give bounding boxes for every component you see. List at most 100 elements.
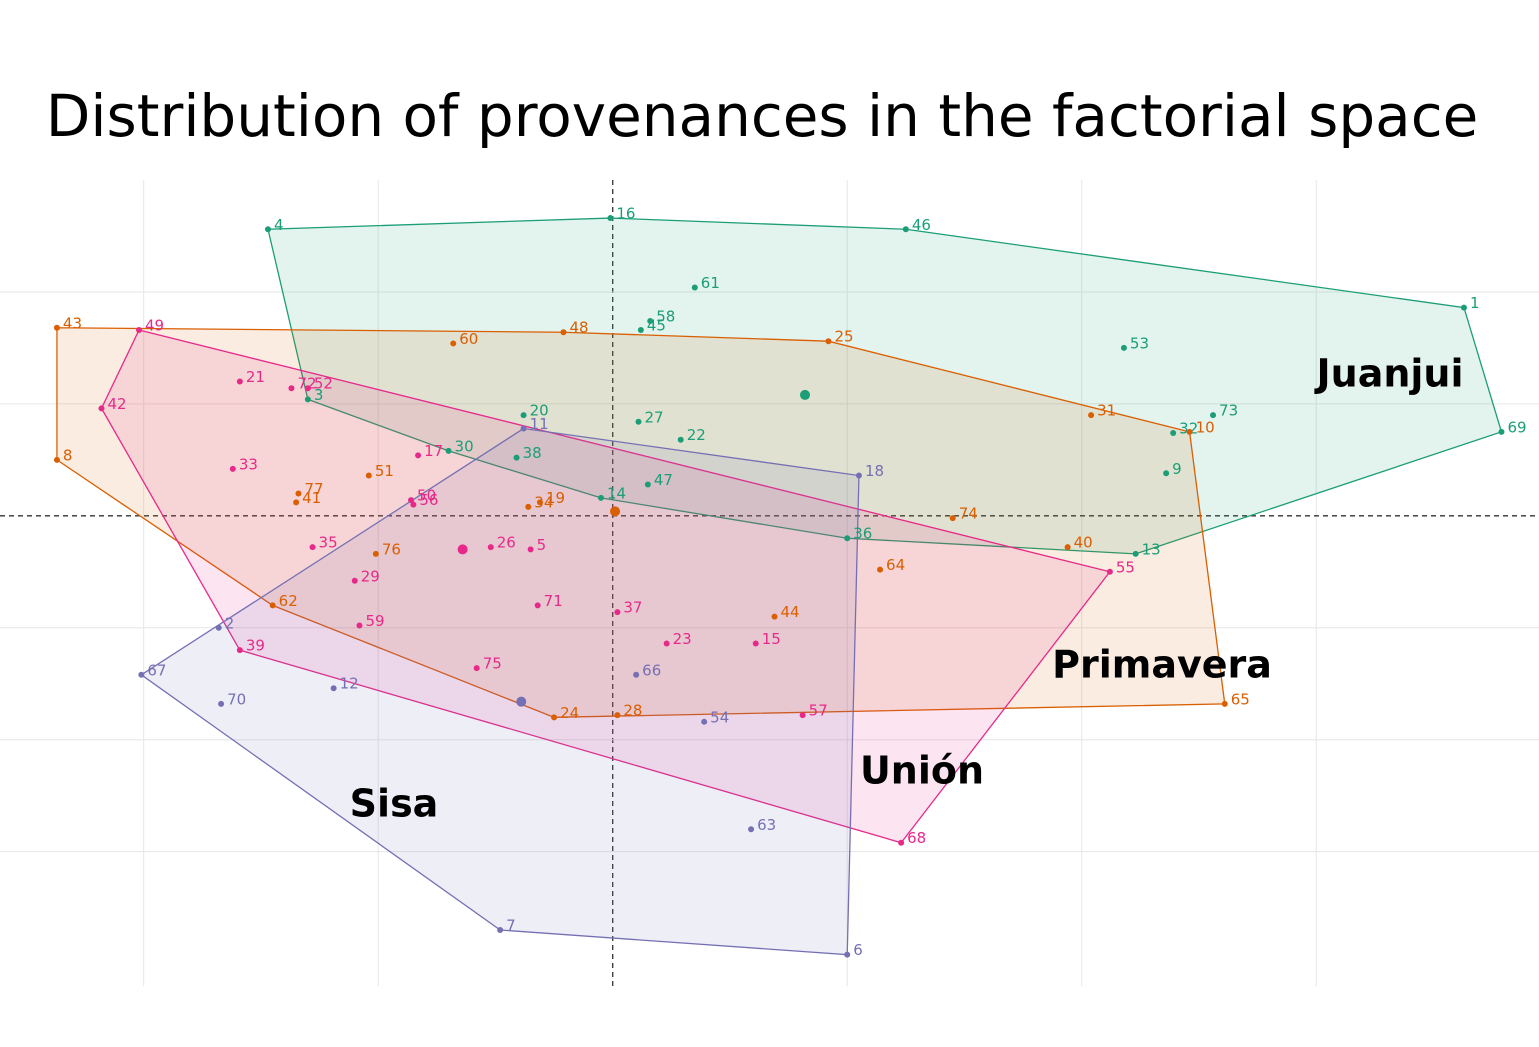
point (607, 215, 614, 222)
point-label: 11 (530, 415, 549, 433)
point-label: 65 (1231, 690, 1250, 708)
point (98, 405, 105, 412)
point-label: 9 (1172, 460, 1182, 478)
point-label: 36 (853, 525, 872, 543)
centroid (516, 696, 527, 707)
point-label: 42 (107, 395, 126, 413)
point (855, 472, 862, 479)
point-label: 19 (546, 489, 565, 507)
point (1106, 568, 1113, 575)
point-label: 24 (560, 704, 579, 722)
point-label: 64 (886, 556, 905, 574)
point-label: 26 (497, 534, 516, 552)
point (663, 640, 670, 647)
point-label: 76 (382, 540, 401, 558)
point (415, 452, 422, 459)
point-label: 57 (809, 702, 828, 720)
point-label: 35 (319, 534, 338, 552)
point-label: 22 (687, 426, 706, 444)
point (614, 712, 621, 719)
point (844, 951, 851, 958)
point-label: 8 (63, 446, 73, 464)
point-label: 31 (1097, 402, 1116, 420)
point (236, 378, 243, 385)
point-label: 14 (607, 484, 626, 502)
point (1221, 700, 1228, 707)
point-label: 59 (365, 612, 384, 630)
point (691, 284, 698, 291)
point-label: 7 (506, 917, 516, 935)
point (1498, 428, 1505, 435)
point-label: 25 (834, 328, 853, 346)
point-label: 52 (314, 375, 333, 393)
point-label: 75 (483, 655, 502, 673)
point (748, 826, 755, 833)
point (1170, 429, 1177, 436)
point (701, 718, 708, 725)
point (771, 613, 778, 620)
point-label: 46 (912, 216, 931, 234)
point-label: 44 (781, 603, 800, 621)
point-label: 2 (225, 614, 235, 632)
point (264, 226, 271, 233)
point-label: 51 (375, 462, 394, 480)
point-label: 69 (1507, 418, 1526, 436)
point-label: 16 (616, 205, 635, 223)
point (644, 481, 651, 488)
point (309, 544, 316, 551)
group-label: Unión (860, 749, 984, 793)
point (136, 327, 143, 334)
point (898, 839, 905, 846)
point-label: 32 (1179, 419, 1198, 437)
hull (140, 427, 860, 956)
centroid (800, 389, 811, 400)
centroid (457, 544, 468, 555)
point (752, 640, 759, 647)
point (410, 501, 417, 508)
point (1163, 470, 1170, 477)
point (1186, 428, 1193, 435)
point-label: 27 (645, 408, 664, 426)
point (138, 671, 145, 678)
point-label: 49 (145, 317, 164, 335)
group-label: Primavera (1052, 643, 1272, 687)
point (799, 712, 806, 719)
point (597, 494, 604, 501)
point (520, 412, 527, 419)
point-label: 70 (227, 690, 246, 708)
point (1132, 550, 1139, 557)
point-label: 43 (63, 314, 82, 332)
point (236, 647, 243, 654)
point (53, 324, 60, 331)
point (877, 566, 884, 573)
point (53, 456, 60, 463)
point-label: 50 (417, 487, 436, 505)
hulls (56, 217, 1503, 956)
point (450, 340, 457, 347)
point (1120, 344, 1127, 351)
hull (100, 329, 1111, 844)
point (295, 490, 302, 497)
point (677, 436, 684, 443)
point (365, 472, 372, 479)
point-label: 20 (530, 402, 549, 420)
point-label: 39 (246, 637, 265, 655)
point (560, 329, 567, 336)
point-label: 54 (710, 708, 729, 726)
point-label: 73 (1219, 402, 1238, 420)
point (513, 454, 520, 461)
point-label: 13 (1142, 540, 1161, 558)
point (537, 499, 544, 506)
point-label: 21 (246, 368, 265, 386)
point (304, 396, 311, 403)
point-label: 67 (147, 661, 166, 679)
point (304, 385, 311, 392)
point-label: 47 (654, 471, 673, 489)
point (844, 535, 851, 542)
point (356, 622, 363, 629)
point (330, 685, 337, 692)
point-label: 38 (523, 444, 542, 462)
